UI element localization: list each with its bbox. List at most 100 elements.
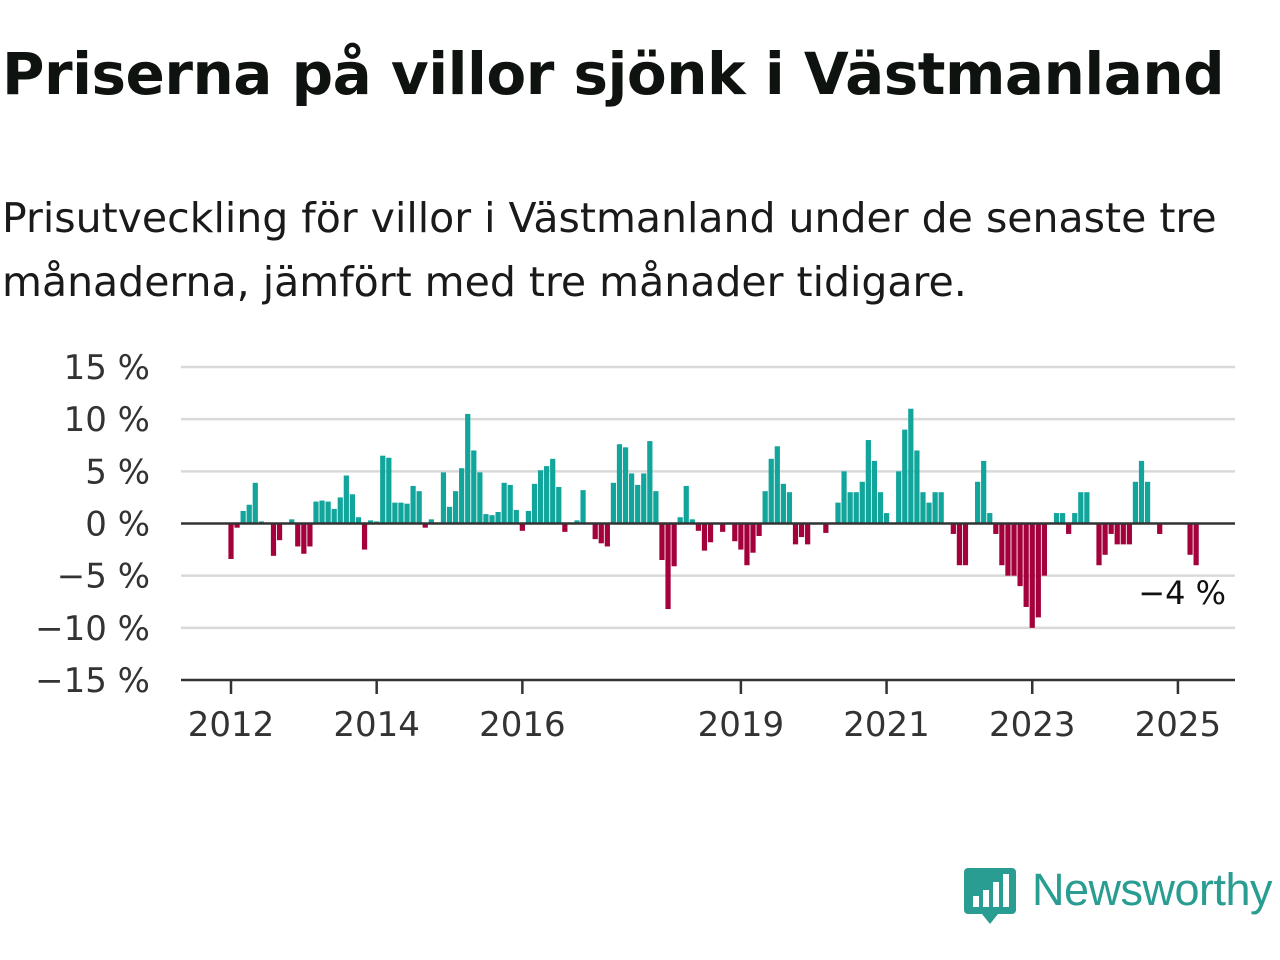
bar xyxy=(1138,460,1145,524)
bar xyxy=(440,472,447,524)
x-tick-label: 2023 xyxy=(989,705,1076,745)
bar xyxy=(501,482,507,524)
bar xyxy=(647,441,653,524)
bar xyxy=(914,450,920,524)
bar xyxy=(823,523,829,533)
y-tick-label: 15 % xyxy=(64,348,150,388)
bar xyxy=(738,523,744,550)
bar xyxy=(920,492,926,524)
bar xyxy=(981,460,987,524)
bar xyxy=(1108,523,1114,534)
bar xyxy=(1193,523,1199,566)
bar xyxy=(289,519,295,524)
bar xyxy=(1084,492,1090,524)
bar xyxy=(392,502,398,524)
bar xyxy=(234,523,240,528)
bar xyxy=(1023,523,1029,607)
bar xyxy=(1114,523,1120,545)
bar xyxy=(459,468,465,524)
bar xyxy=(805,523,811,545)
bar xyxy=(780,483,786,524)
bar xyxy=(653,491,659,524)
bar xyxy=(689,519,695,524)
bar xyxy=(1157,523,1163,534)
y-axis-labels: 15 % 10 % 5 % 0 % −5 % −10 % −15 % xyxy=(35,348,150,701)
bar xyxy=(550,458,556,524)
bar xyxy=(744,523,750,566)
x-tick-label: 2021 xyxy=(843,705,930,745)
bar xyxy=(295,523,301,547)
bar xyxy=(1011,523,1017,576)
bar xyxy=(962,523,969,566)
bar xyxy=(537,470,544,524)
bar xyxy=(616,444,623,524)
bar xyxy=(956,523,963,566)
bar xyxy=(386,457,392,524)
x-tick-label: 2016 xyxy=(479,705,566,745)
bar xyxy=(999,523,1005,566)
x-tick-label: 2012 xyxy=(188,705,275,745)
bar xyxy=(786,492,793,524)
bar xyxy=(483,514,489,524)
bar xyxy=(452,491,459,524)
newsworthy-logo-icon xyxy=(964,868,1016,924)
brand-name: Newsworthy xyxy=(1032,864,1273,915)
bar xyxy=(707,523,714,543)
bar xyxy=(228,523,234,559)
bar xyxy=(361,523,368,550)
bar-chart: 15 %10 %5 %0 %−5 %−10 %−15 % 2012 2014 201… xyxy=(35,348,1235,745)
bar xyxy=(1059,513,1066,524)
bar xyxy=(762,491,768,524)
bar xyxy=(768,458,774,524)
bar xyxy=(902,429,908,524)
grid-lines xyxy=(181,365,1235,630)
bar xyxy=(835,502,841,524)
bar xyxy=(319,500,325,524)
bar xyxy=(471,450,477,524)
bar xyxy=(1132,481,1139,524)
bar xyxy=(598,523,604,544)
y-tick-label: −10 % xyxy=(35,609,150,649)
bar xyxy=(349,494,356,524)
bars xyxy=(228,408,1199,628)
bar xyxy=(987,513,993,524)
page-subtitle: Prisutveckling för villor i Västmanland … xyxy=(2,194,1217,306)
bar xyxy=(325,501,331,524)
bar xyxy=(932,492,938,524)
bar xyxy=(343,475,349,524)
bar xyxy=(847,492,853,524)
bar xyxy=(1066,523,1072,534)
bar xyxy=(531,483,538,524)
end-annotation: −4 % xyxy=(1138,574,1226,612)
end-value-label: −4 % xyxy=(1138,574,1226,612)
bar xyxy=(477,472,483,524)
bar xyxy=(301,523,307,554)
newsworthy-logo[interactable]: Newsworthy xyxy=(964,864,1273,926)
x-tick-label: 2025 xyxy=(1135,705,1222,745)
bar xyxy=(489,515,495,524)
bar xyxy=(410,485,416,524)
bar xyxy=(798,523,805,538)
bar xyxy=(853,492,859,524)
bar xyxy=(677,517,683,524)
bar xyxy=(1053,513,1060,524)
bar xyxy=(367,520,374,524)
bar xyxy=(720,523,726,532)
bar xyxy=(622,447,629,524)
bar xyxy=(525,510,532,524)
bar xyxy=(950,523,956,534)
bar xyxy=(701,523,708,551)
bar xyxy=(1041,523,1047,576)
bar xyxy=(774,446,780,524)
bar xyxy=(428,519,434,524)
bar xyxy=(507,484,513,524)
bar xyxy=(592,523,598,540)
bar xyxy=(859,481,865,524)
bar xyxy=(841,471,847,524)
bar xyxy=(465,413,471,524)
bar xyxy=(404,503,410,524)
bar xyxy=(574,520,580,524)
bar xyxy=(883,513,890,524)
bar xyxy=(750,523,756,553)
bar xyxy=(1102,523,1108,555)
